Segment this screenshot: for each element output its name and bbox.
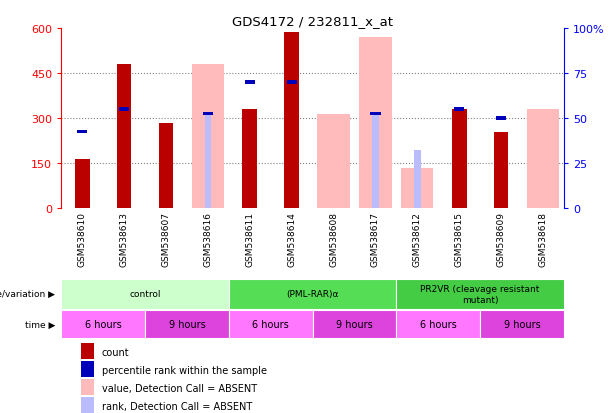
Bar	[372, 114, 379, 209]
Bar	[243, 110, 257, 209]
Bar	[318, 114, 349, 209]
Bar	[284, 33, 299, 209]
Text: percentile rank within the sample: percentile rank within the sample	[102, 365, 267, 375]
Bar	[496, 117, 506, 121]
Text: control: control	[129, 290, 161, 299]
Bar	[82, 396, 94, 413]
Bar	[313, 310, 397, 338]
Text: 9 hours: 9 hours	[504, 319, 541, 329]
Bar	[82, 379, 94, 395]
Bar	[205, 114, 211, 209]
Text: genotype/variation ▶: genotype/variation ▶	[0, 290, 55, 299]
Bar	[117, 65, 131, 209]
Bar	[402, 168, 433, 209]
Text: count: count	[102, 347, 129, 357]
Bar	[359, 38, 392, 209]
Bar	[494, 132, 508, 209]
Text: value, Detection Call = ABSENT: value, Detection Call = ABSENT	[102, 383, 257, 393]
Bar	[75, 159, 89, 209]
Bar	[203, 112, 213, 116]
Bar	[286, 81, 297, 85]
Bar	[77, 131, 88, 134]
Bar	[229, 310, 313, 338]
Text: PR2VR (cleavage resistant
mutant): PR2VR (cleavage resistant mutant)	[421, 285, 540, 304]
Bar	[370, 112, 381, 116]
Bar	[119, 108, 129, 112]
Text: (PML-RAR)α: (PML-RAR)α	[286, 290, 339, 299]
Bar	[82, 343, 94, 359]
Bar	[245, 81, 255, 85]
Bar	[397, 310, 480, 338]
Text: 6 hours: 6 hours	[253, 319, 289, 329]
Text: time ▶: time ▶	[25, 320, 55, 329]
Title: GDS4172 / 232811_x_at: GDS4172 / 232811_x_at	[232, 15, 393, 28]
Bar	[82, 361, 94, 377]
Bar	[61, 280, 229, 309]
Text: 6 hours: 6 hours	[85, 319, 121, 329]
Bar	[527, 110, 559, 209]
Bar	[452, 110, 466, 209]
Bar	[145, 310, 229, 338]
Bar	[480, 310, 564, 338]
Text: 9 hours: 9 hours	[169, 319, 205, 329]
Bar	[61, 310, 145, 338]
Text: 6 hours: 6 hours	[420, 319, 457, 329]
Bar	[397, 280, 564, 309]
Bar	[414, 150, 421, 209]
Bar	[159, 123, 173, 209]
Text: 9 hours: 9 hours	[336, 319, 373, 329]
Text: rank, Detection Call = ABSENT: rank, Detection Call = ABSENT	[102, 401, 252, 411]
Bar	[192, 65, 224, 209]
Bar	[229, 280, 397, 309]
Bar	[454, 108, 465, 112]
